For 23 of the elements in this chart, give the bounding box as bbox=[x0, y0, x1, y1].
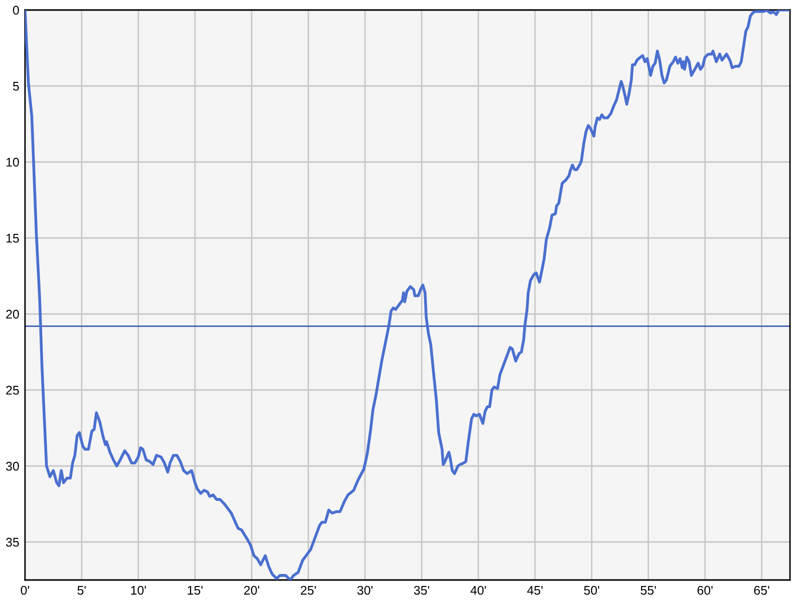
x-tick-label: 25' bbox=[300, 586, 316, 595]
y-tick-label: 20 bbox=[6, 310, 19, 319]
x-tick-label: 40' bbox=[470, 586, 486, 595]
x-tick-label: 35' bbox=[414, 586, 430, 595]
y-tick-label: 10 bbox=[6, 158, 19, 167]
x-tick-label: 5' bbox=[78, 586, 86, 595]
y-tick-label: 0 bbox=[12, 6, 19, 15]
y-tick-label: 15 bbox=[6, 234, 19, 243]
x-tick-label: 15' bbox=[188, 586, 203, 595]
x-tick-label: 50' bbox=[584, 586, 600, 595]
x-tick-label: 65' bbox=[754, 586, 770, 595]
x-tick-label: 55' bbox=[640, 586, 656, 595]
y-tick-label: 25 bbox=[6, 386, 19, 395]
y-tick-label: 30 bbox=[6, 462, 19, 471]
x-tick-label: 30' bbox=[357, 586, 373, 595]
x-tick-label: 60' bbox=[697, 586, 713, 595]
x-tick-label: 0' bbox=[20, 586, 30, 595]
line-series bbox=[25, 10, 790, 580]
x-tick-label: 20' bbox=[244, 586, 260, 595]
y-tick-label: 35 bbox=[6, 538, 19, 547]
y-tick-label: 5 bbox=[12, 82, 19, 91]
x-tick-label: 45' bbox=[527, 586, 543, 595]
x-tick-label: 10' bbox=[131, 586, 146, 595]
